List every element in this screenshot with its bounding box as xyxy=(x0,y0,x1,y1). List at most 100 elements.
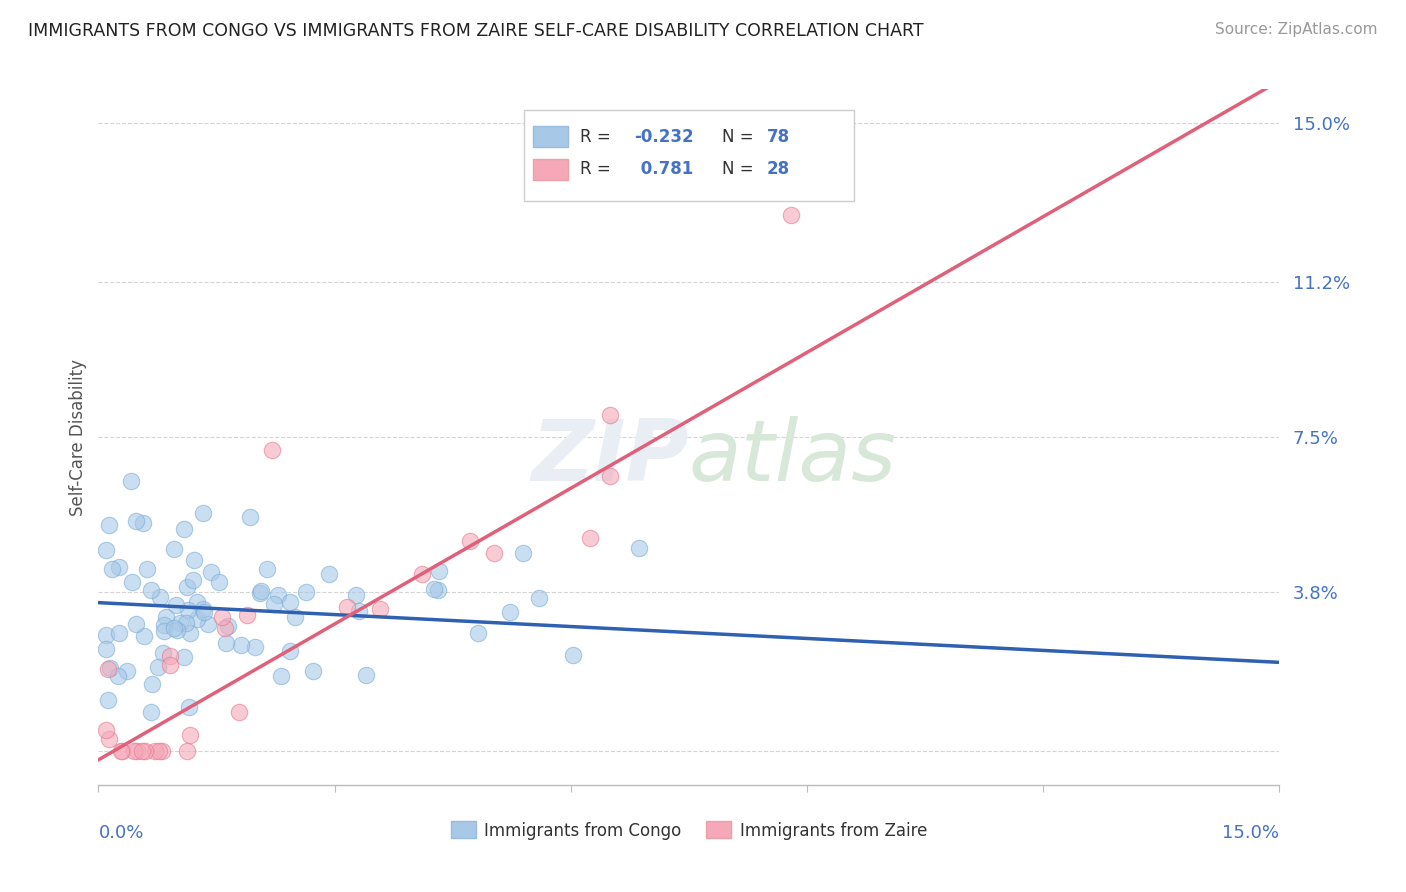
Point xyxy=(179,728,201,742)
Point xyxy=(181,574,204,588)
Point xyxy=(96,642,118,657)
Point xyxy=(146,660,169,674)
Point xyxy=(411,566,433,581)
Point xyxy=(208,575,231,590)
Point xyxy=(183,553,205,567)
Point xyxy=(111,744,134,758)
Point xyxy=(127,744,149,758)
Point xyxy=(562,648,585,662)
Point xyxy=(215,636,238,650)
Point xyxy=(124,744,146,758)
Point xyxy=(179,626,201,640)
Point xyxy=(101,561,124,575)
Point xyxy=(354,668,377,682)
Point xyxy=(96,723,118,737)
Point xyxy=(229,638,252,652)
Point xyxy=(166,623,188,637)
Point xyxy=(427,564,450,578)
Point xyxy=(423,582,446,596)
Point xyxy=(193,605,215,619)
Text: 0.781: 0.781 xyxy=(634,161,693,178)
Point xyxy=(599,469,621,483)
Point xyxy=(120,474,142,488)
Point xyxy=(121,574,143,589)
Point xyxy=(458,533,481,548)
Point xyxy=(197,616,219,631)
Point xyxy=(599,408,621,422)
Text: Source: ZipAtlas.com: Source: ZipAtlas.com xyxy=(1215,22,1378,37)
Point xyxy=(159,657,181,672)
Point xyxy=(173,650,195,665)
Point xyxy=(163,541,186,556)
Point xyxy=(174,615,197,630)
Text: N =: N = xyxy=(723,128,759,145)
Point xyxy=(134,744,156,758)
Point xyxy=(280,644,302,658)
Text: ZIP: ZIP xyxy=(531,417,689,500)
Point xyxy=(155,609,177,624)
Text: 28: 28 xyxy=(766,161,790,178)
Point xyxy=(228,705,250,719)
Point xyxy=(141,677,163,691)
Point xyxy=(579,531,602,545)
Point xyxy=(97,693,120,707)
Point xyxy=(482,546,505,560)
Point xyxy=(96,543,118,558)
Point xyxy=(139,582,162,597)
Point xyxy=(512,546,534,560)
Point xyxy=(193,601,215,615)
Point xyxy=(165,599,187,613)
Point xyxy=(239,509,262,524)
Text: N =: N = xyxy=(723,161,759,178)
Point xyxy=(214,621,236,635)
Point xyxy=(153,617,176,632)
Point xyxy=(260,442,283,457)
Point xyxy=(159,648,181,663)
Point xyxy=(176,744,198,758)
Point xyxy=(302,664,325,678)
Point xyxy=(107,669,129,683)
Point xyxy=(336,600,359,615)
Point xyxy=(270,669,292,683)
Point xyxy=(163,621,186,635)
Point xyxy=(110,744,132,758)
Point xyxy=(97,661,120,675)
Point xyxy=(200,565,222,579)
Point xyxy=(98,517,121,532)
Point xyxy=(368,602,391,616)
Point xyxy=(263,598,285,612)
Point xyxy=(148,744,170,758)
Point xyxy=(153,624,176,638)
Point xyxy=(236,607,259,622)
Point xyxy=(98,731,121,746)
Point xyxy=(249,585,271,599)
Point xyxy=(132,516,155,530)
Point xyxy=(243,640,266,655)
Point xyxy=(173,522,195,536)
Point xyxy=(529,591,551,606)
Point xyxy=(131,744,153,758)
Point xyxy=(780,208,803,222)
Point xyxy=(176,580,198,594)
Point xyxy=(139,705,162,719)
Text: atlas: atlas xyxy=(689,417,897,500)
Point xyxy=(278,595,301,609)
Text: 15.0%: 15.0% xyxy=(1222,824,1279,842)
Point xyxy=(143,744,166,758)
Point xyxy=(295,584,318,599)
Point xyxy=(134,629,156,643)
Point xyxy=(177,603,200,617)
Point xyxy=(177,700,200,714)
Point xyxy=(107,559,129,574)
Point xyxy=(152,646,174,660)
Point xyxy=(284,609,307,624)
Text: IMMIGRANTS FROM CONGO VS IMMIGRANTS FROM ZAIRE SELF-CARE DISABILITY CORRELATION : IMMIGRANTS FROM CONGO VS IMMIGRANTS FROM… xyxy=(28,22,924,40)
Point xyxy=(186,595,208,609)
Text: 78: 78 xyxy=(766,128,790,145)
Legend: Immigrants from Congo, Immigrants from Zaire: Immigrants from Congo, Immigrants from Z… xyxy=(444,814,934,847)
Point xyxy=(135,562,157,576)
Point xyxy=(98,661,121,675)
Point xyxy=(169,616,191,631)
Point xyxy=(427,582,450,597)
Y-axis label: Self-Care Disability: Self-Care Disability xyxy=(69,359,87,516)
